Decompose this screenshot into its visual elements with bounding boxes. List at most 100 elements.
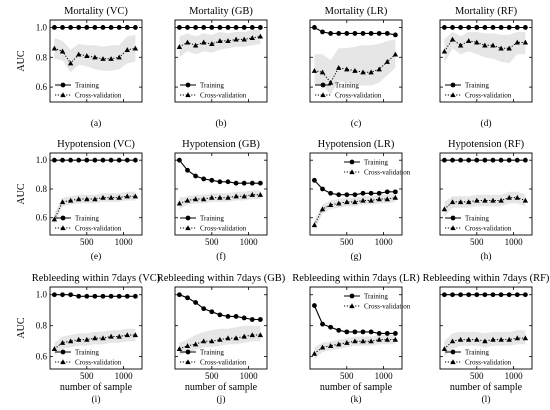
cross-validation-point bbox=[352, 338, 358, 344]
training-point bbox=[336, 192, 342, 198]
subplot-caption: (j) bbox=[217, 394, 226, 405]
training-point bbox=[177, 292, 182, 298]
subplot-i: Rebleeding within 7days (VC) 0.6 0.8 1.0 500… bbox=[16, 273, 161, 405]
training-point bbox=[177, 25, 182, 30]
x-tick-label: 500 bbox=[80, 237, 94, 247]
cross-validation-point bbox=[124, 193, 130, 199]
training-point bbox=[392, 32, 398, 38]
cross-validation-point bbox=[506, 194, 512, 200]
training-point bbox=[209, 177, 215, 183]
cross-validation-point bbox=[482, 338, 488, 344]
subplot-c: Mortality (LR) (c) Training Cross-validatio… bbox=[309, 6, 403, 129]
cross-validation-point bbox=[241, 193, 247, 199]
training-point bbox=[76, 293, 82, 299]
cross-validation-point bbox=[522, 197, 529, 203]
training-point bbox=[490, 292, 496, 298]
subplot-caption: (d) bbox=[480, 118, 491, 129]
cross-validation-point bbox=[100, 56, 106, 61]
plot-frame bbox=[49, 152, 143, 236]
legend-label: Cross-validation bbox=[75, 92, 122, 100]
x-tick-label: 500 bbox=[340, 371, 354, 381]
cross-validation-point bbox=[344, 66, 350, 72]
cross-validation-point bbox=[201, 338, 207, 344]
training-point bbox=[376, 331, 382, 336]
cross-validation-point bbox=[360, 338, 366, 344]
training-point bbox=[116, 157, 122, 163]
cross-validation-point bbox=[233, 335, 239, 341]
cross-validation-point bbox=[506, 45, 512, 51]
legend-training-marker bbox=[60, 215, 66, 221]
cross-validation-point bbox=[506, 336, 512, 342]
training-point bbox=[474, 292, 480, 298]
cross-validation-point bbox=[449, 338, 456, 344]
legend-label: Training bbox=[75, 215, 99, 223]
subplot-title: Rebleeding within 7days (LR) bbox=[292, 273, 420, 284]
cross-validation-point bbox=[217, 194, 223, 200]
x-axis-label: number of sample bbox=[60, 382, 133, 393]
cross-validation-point bbox=[490, 197, 496, 203]
cross-validation-point bbox=[319, 206, 326, 212]
training-point bbox=[116, 25, 122, 30]
cross-validation-point bbox=[100, 194, 106, 200]
training-point bbox=[84, 293, 90, 299]
training-point bbox=[320, 29, 325, 35]
training-point bbox=[124, 293, 130, 299]
training-point bbox=[201, 306, 207, 312]
training-point bbox=[193, 300, 199, 305]
cross-validation-point bbox=[233, 36, 239, 42]
training-point bbox=[506, 157, 512, 163]
cross-validation-point bbox=[336, 200, 342, 206]
legend-training-marker bbox=[450, 82, 456, 88]
legend-label: Cross-validation bbox=[200, 225, 247, 233]
subplot-b: Mortality (GB) (b) Training Cross-validatio… bbox=[174, 6, 268, 129]
legend-training-marker bbox=[450, 215, 456, 221]
training-point bbox=[482, 25, 488, 30]
training-point bbox=[60, 157, 65, 163]
cross-validation-point bbox=[67, 338, 74, 344]
cross-validation-point bbox=[84, 336, 90, 342]
cross-validation-point bbox=[514, 194, 520, 200]
legend-label: Training bbox=[465, 82, 489, 90]
training-point bbox=[92, 157, 98, 163]
cross-validation-point bbox=[257, 33, 264, 39]
cross-validation-point bbox=[474, 336, 480, 342]
training-point bbox=[257, 317, 263, 322]
training-point bbox=[352, 329, 358, 335]
training-point bbox=[217, 312, 223, 318]
legend-label: Cross-validation bbox=[465, 225, 512, 233]
cross-validation-point bbox=[514, 335, 520, 341]
legend-cv-marker bbox=[450, 225, 456, 231]
y-tick-label: 0.8 bbox=[36, 321, 48, 331]
cross-validation-point bbox=[233, 193, 239, 199]
cross-validation-point bbox=[209, 41, 215, 47]
cross-validation-line bbox=[314, 53, 396, 84]
subplot-title: Rebleeding within 7days (RF) bbox=[423, 273, 550, 284]
cross-validation-point bbox=[327, 343, 334, 348]
cross-validation-point bbox=[192, 42, 199, 48]
plot-frame bbox=[49, 286, 143, 370]
training-point bbox=[514, 292, 520, 298]
training-point bbox=[312, 303, 317, 308]
cross-validation-point bbox=[249, 192, 255, 197]
training-point bbox=[249, 180, 255, 186]
cross-validation-point bbox=[344, 199, 350, 205]
cross-validation-point bbox=[217, 336, 223, 342]
training-point bbox=[506, 292, 512, 298]
training-point bbox=[132, 157, 138, 163]
y-tick-label: 0.8 bbox=[36, 184, 48, 194]
cross-validation-point bbox=[92, 196, 98, 202]
cross-validation-point bbox=[327, 202, 334, 207]
training-point bbox=[100, 25, 106, 30]
cv-std-band bbox=[314, 39, 396, 95]
training-point bbox=[52, 25, 57, 30]
legend-training-marker bbox=[185, 82, 191, 88]
cross-validation-point bbox=[457, 336, 464, 342]
training-point bbox=[458, 157, 464, 163]
cross-validation-line bbox=[444, 197, 526, 210]
training-point bbox=[442, 292, 447, 298]
cross-validation-point bbox=[327, 79, 334, 85]
x-tick-label: 1000 bbox=[115, 371, 134, 381]
training-point bbox=[376, 31, 382, 36]
cross-validation-line bbox=[179, 334, 261, 350]
